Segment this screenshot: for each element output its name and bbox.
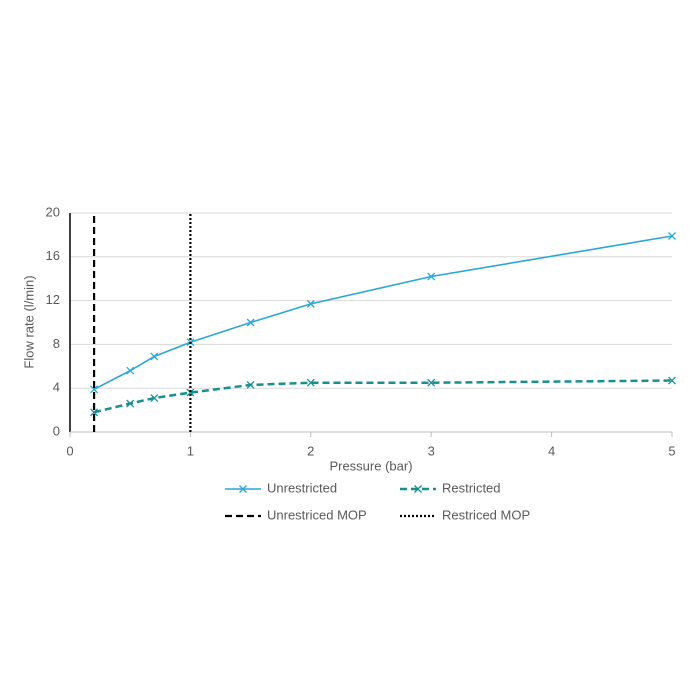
legend-label: Unrestriced MOP <box>267 507 367 522</box>
marker <box>306 378 315 387</box>
marker <box>126 366 135 375</box>
x-tick-label: 0 <box>66 443 73 458</box>
marker <box>90 408 99 417</box>
marker <box>186 388 195 397</box>
x-axis-label: Pressure (bar) <box>329 458 412 473</box>
marker <box>427 272 436 281</box>
marker <box>246 380 255 389</box>
series-line <box>93 235 673 391</box>
marker <box>668 376 676 385</box>
marker <box>126 399 135 408</box>
x-tick-label: 1 <box>187 443 194 458</box>
marker <box>150 352 159 361</box>
x-tick-label: 2 <box>307 443 314 458</box>
marker <box>90 385 99 394</box>
marker <box>306 299 315 308</box>
marker <box>150 394 159 403</box>
marker <box>427 378 436 387</box>
legend-label: Restriced MOP <box>442 507 530 522</box>
y-tick-label: 4 <box>53 380 60 395</box>
marker <box>414 485 422 493</box>
series-line <box>93 379 673 414</box>
y-tick-label: 0 <box>53 423 60 438</box>
y-tick-label: 12 <box>46 292 60 307</box>
marker <box>668 232 676 240</box>
y-axis-label: Flow rate (l/min) <box>21 275 36 368</box>
y-tick-label: 16 <box>46 248 60 263</box>
y-tick-label: 20 <box>46 204 60 219</box>
x-tick-label: 4 <box>548 443 555 458</box>
legend-label: Restricted <box>442 480 501 495</box>
marker <box>239 485 247 493</box>
y-tick-label: 8 <box>53 336 60 351</box>
marker <box>246 318 255 327</box>
legend-label: Unrestricted <box>267 480 337 495</box>
x-tick-label: 5 <box>668 443 675 458</box>
x-tick-label: 3 <box>428 443 435 458</box>
